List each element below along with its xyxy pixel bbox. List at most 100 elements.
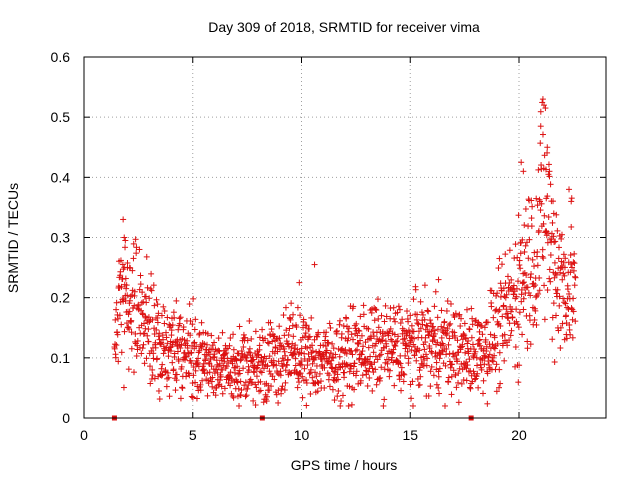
data-point (354, 346, 361, 353)
data-point (169, 359, 176, 366)
data-point (315, 329, 322, 336)
data-point (349, 351, 356, 358)
data-point (275, 387, 282, 394)
data-point (508, 327, 515, 334)
data-point (499, 261, 506, 268)
data-point (253, 365, 260, 372)
data-point (284, 362, 291, 369)
data-point (413, 316, 420, 323)
data-point (160, 336, 167, 343)
data-point (402, 352, 409, 359)
data-point (122, 244, 129, 251)
data-point (568, 223, 575, 230)
data-point (204, 330, 211, 337)
data-point (535, 290, 542, 297)
data-point (442, 362, 449, 369)
data-point (242, 393, 249, 400)
data-point (314, 379, 321, 386)
data-point (343, 350, 350, 357)
data-point (520, 295, 527, 302)
data-point (265, 340, 272, 347)
data-point (540, 255, 547, 262)
data-point (549, 219, 556, 226)
data-point (401, 371, 408, 378)
data-point (509, 314, 516, 321)
data-point (425, 331, 432, 338)
data-point (359, 372, 366, 379)
data-point (431, 303, 438, 310)
data-point (309, 360, 316, 367)
data-point (451, 329, 458, 336)
data-point (128, 329, 135, 336)
data-point (168, 327, 175, 334)
x-tick-label: 20 (511, 427, 527, 443)
data-point (491, 334, 498, 341)
data-point (430, 323, 437, 330)
data-point (373, 381, 380, 388)
data-point (389, 349, 396, 356)
data-point (369, 387, 376, 394)
data-point (161, 308, 168, 315)
data-point (392, 318, 399, 325)
data-point (153, 326, 160, 333)
data-point (285, 343, 292, 350)
data-point (292, 362, 299, 369)
data-point (554, 286, 561, 293)
data-point (139, 345, 146, 352)
data-point (566, 326, 573, 333)
data-point (570, 295, 577, 302)
data-point (250, 356, 257, 363)
data-point (411, 335, 418, 342)
data-point (165, 353, 172, 360)
data-point (409, 378, 416, 385)
data-point (372, 366, 379, 373)
data-point (243, 392, 250, 399)
data-point (443, 345, 450, 352)
data-point (144, 332, 151, 339)
data-point (387, 325, 394, 332)
data-point (209, 383, 216, 390)
data-point (234, 379, 241, 386)
data-point (422, 334, 429, 341)
data-point (278, 385, 285, 392)
data-point (287, 316, 294, 323)
data-point (139, 289, 146, 296)
data-point (298, 345, 305, 352)
data-point (147, 286, 154, 293)
data-point (292, 355, 299, 362)
data-point (508, 276, 515, 283)
data-point (344, 337, 351, 344)
data-point (201, 366, 208, 373)
data-point (137, 272, 144, 279)
data-point (190, 295, 197, 302)
data-point (366, 374, 373, 381)
data-point (408, 395, 415, 402)
data-point (309, 342, 316, 349)
data-point (155, 310, 162, 317)
data-point (235, 385, 242, 392)
data-point (244, 337, 251, 344)
data-point (122, 275, 129, 282)
data-point (386, 373, 393, 380)
data-point (281, 348, 288, 355)
data-point (391, 382, 398, 389)
data-point (413, 357, 420, 364)
data-point (569, 264, 576, 271)
data-point (445, 341, 452, 348)
data-point (541, 102, 548, 109)
data-point (472, 318, 479, 325)
data-point (282, 304, 289, 311)
data-point (343, 361, 350, 368)
data-point (439, 347, 446, 354)
data-point (453, 384, 460, 391)
data-point (410, 328, 417, 335)
data-point (556, 302, 563, 309)
data-point (566, 290, 573, 297)
data-point (255, 352, 262, 359)
data-point (338, 398, 345, 405)
data-point (399, 330, 406, 337)
data-point (345, 325, 352, 332)
data-point (433, 359, 440, 366)
data-point (384, 360, 391, 367)
data-point (322, 343, 329, 350)
